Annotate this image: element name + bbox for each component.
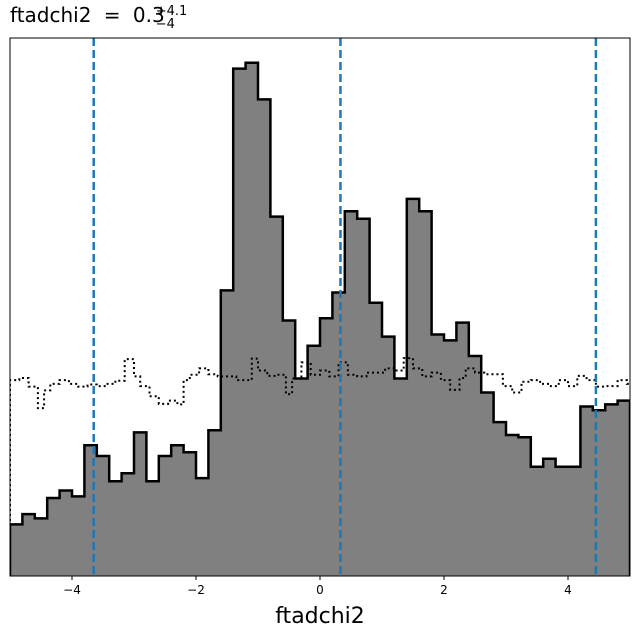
svg-text:ftadchi2 = 0.3: ftadchi2 = 0.3 (10, 3, 165, 27)
posterior-bin-20 (258, 99, 271, 576)
posterior-bin-7 (96, 456, 110, 576)
posterior-bin-28 (357, 218, 370, 576)
posterior-bin-8 (109, 481, 122, 576)
posterior-bin-21 (270, 216, 284, 576)
posterior-bin-4 (59, 490, 73, 576)
posterior-bin-24 (307, 345, 321, 576)
posterior-bin-11 (146, 481, 160, 576)
posterior-bin-3 (47, 497, 60, 576)
plot-area (10, 38, 630, 576)
posterior-bin-45 (568, 466, 581, 576)
posterior-bin-27 (344, 211, 358, 576)
posterior-bin-10 (134, 432, 147, 576)
posterior-bin-1 (22, 514, 36, 576)
x-tick-label-4: 4 (564, 583, 572, 597)
x-axis-ticks: −4 −2 0 2 4 (63, 576, 572, 597)
x-tick-label-0: −4 (63, 583, 81, 597)
posterior-bin-12 (158, 456, 172, 576)
posterior-bin-49 (617, 400, 630, 576)
posterior-bin-46 (580, 406, 594, 576)
posterior-bin-14 (183, 452, 197, 576)
posterior-bin-30 (382, 336, 395, 576)
posterior-bin-31 (394, 378, 408, 576)
posterior-bin-41 (518, 437, 532, 576)
posterior-bin-43 (543, 458, 556, 576)
x-axis-label: ftadchi2 (275, 604, 365, 629)
x-tick-label-2: 0 (316, 583, 324, 597)
posterior-bin-34 (431, 334, 445, 576)
title-lower-error: −4 (156, 17, 175, 32)
title-value: 0.3 (133, 3, 165, 27)
posterior-bin-18 (233, 68, 246, 576)
posterior-bin-48 (605, 404, 618, 576)
posterior-bin-33 (419, 211, 432, 576)
posterior-bin-36 (456, 322, 470, 576)
x-tick-label-1: −2 (187, 583, 205, 597)
posterior-bin-0 (10, 524, 23, 576)
posterior-bin-15 (196, 478, 209, 576)
posterior-bin-35 (444, 340, 457, 576)
posterior-bin-42 (530, 466, 544, 576)
posterior-bin-5 (72, 496, 85, 576)
posterior-bin-22 (282, 320, 296, 576)
posterior-bin-19 (245, 62, 259, 576)
posterior-bin-25 (320, 318, 333, 576)
posterior-bin-32 (406, 198, 420, 576)
posterior-bin-2 (34, 518, 48, 576)
posterior-bin-26 (332, 292, 346, 576)
posterior-bin-6 (84, 445, 98, 576)
x-tick-label-3: 2 (440, 583, 448, 597)
posterior-bin-13 (171, 445, 184, 576)
title-equals: = (104, 3, 121, 27)
posterior-bin-29 (369, 302, 383, 576)
posterior-bin-38 (481, 392, 494, 576)
title-upper-error: +4.1 (156, 4, 188, 19)
posterior-bin-9 (121, 473, 135, 576)
posterior-bin-17 (220, 290, 234, 576)
posterior-bin-40 (506, 435, 519, 576)
posterior-bin-16 (208, 430, 222, 576)
posterior-bin-37 (468, 355, 482, 576)
posterior-outline (10, 61, 630, 576)
chart-title: ftadchi2 = 0.3 +4.1 −4 (10, 3, 187, 32)
title-param: ftadchi2 (10, 3, 91, 27)
posterior-bin-44 (555, 466, 569, 576)
posterior-bin-39 (493, 422, 507, 576)
posterior-bin-23 (295, 378, 308, 576)
